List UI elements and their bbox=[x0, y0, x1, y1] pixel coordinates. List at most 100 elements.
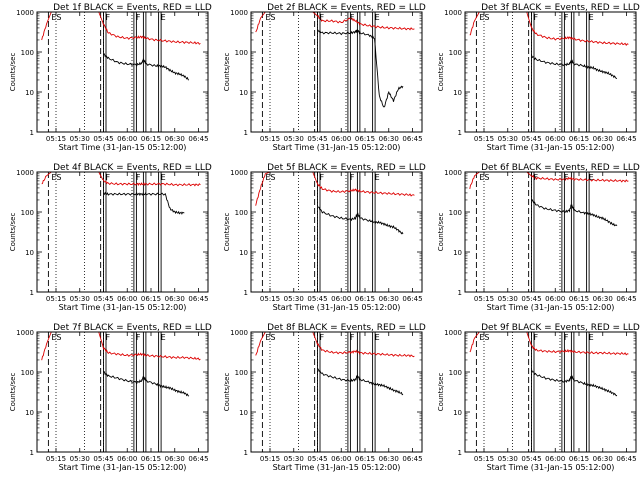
events-series-line bbox=[103, 191, 185, 215]
x-tick-label: 05:45 bbox=[93, 135, 113, 143]
y-tick-label: 10 bbox=[25, 409, 34, 417]
event-marker-label: ES bbox=[479, 173, 489, 182]
y-tick-label: 1000 bbox=[16, 9, 34, 17]
x-tick-label: 05:45 bbox=[307, 455, 327, 463]
chart-panel: Det 9f BLACK = Events, RED = LLD Counts/s… bbox=[437, 323, 640, 472]
x-tick-label: 06:30 bbox=[379, 295, 399, 303]
event-marker-label: E bbox=[589, 333, 594, 342]
y-axis-label: Counts/sec bbox=[9, 53, 17, 92]
event-marker-label: ES bbox=[51, 333, 61, 342]
event-marker-label: ES bbox=[479, 13, 489, 22]
event-marker-label: F bbox=[534, 333, 539, 342]
x-tick-label: 06:15 bbox=[569, 295, 589, 303]
x-tick-label: 06:45 bbox=[402, 295, 422, 303]
chart-title: Det 6f BLACK = Events, RED = LLD bbox=[481, 163, 640, 173]
plot-frame bbox=[464, 171, 637, 293]
event-marker-label: E bbox=[161, 173, 166, 182]
x-tick-label: 06:30 bbox=[593, 295, 613, 303]
x-axis-label: Start Time (31-Jan-15 05:12:00) bbox=[487, 463, 615, 472]
y-axis-label: Counts/sec bbox=[9, 213, 17, 252]
x-tick-label: 06:30 bbox=[165, 455, 185, 463]
lld-series-line bbox=[469, 172, 629, 189]
x-tick-label: 06:45 bbox=[402, 455, 422, 463]
y-tick-label: 10 bbox=[239, 89, 248, 97]
x-tick-label: 06:15 bbox=[141, 455, 161, 463]
chart-panel: Det 3f BLACK = Events, RED = LLD Counts/s… bbox=[437, 3, 640, 152]
x-tick-label: 05:45 bbox=[307, 295, 327, 303]
event-marker-label: E bbox=[161, 13, 166, 22]
y-axis-label: Counts/sec bbox=[9, 373, 17, 412]
x-tick-label: 05:45 bbox=[93, 295, 113, 303]
event-marker-label: F bbox=[320, 173, 325, 182]
x-tick-label: 06:30 bbox=[379, 455, 399, 463]
y-tick-label: 1000 bbox=[444, 9, 462, 17]
event-marker-label: F bbox=[136, 173, 141, 182]
y-tick-label: 1 bbox=[458, 129, 462, 137]
y-tick-label: 1 bbox=[30, 449, 34, 457]
x-tick-label: 05:15 bbox=[474, 455, 494, 463]
plot-frame bbox=[36, 171, 209, 293]
event-marker-label: E bbox=[161, 333, 166, 342]
event-marker-label: F bbox=[350, 333, 355, 342]
x-axis-label: Start Time (31-Jan-15 05:12:00) bbox=[273, 143, 401, 152]
y-tick-label: 10 bbox=[239, 409, 248, 417]
y-tick-label: 10 bbox=[239, 249, 248, 257]
x-tick-label: 05:30 bbox=[70, 135, 90, 143]
lld-series-line bbox=[255, 12, 415, 33]
chart-title: Det 2f BLACK = Events, RED = LLD bbox=[267, 3, 426, 13]
event-marker-label: ES bbox=[51, 13, 61, 22]
x-tick-label: 05:15 bbox=[474, 135, 494, 143]
plot-frame bbox=[464, 331, 637, 453]
x-tick-label: 06:15 bbox=[355, 295, 375, 303]
plot-frame bbox=[250, 171, 423, 293]
y-tick-label: 1 bbox=[30, 129, 34, 137]
events-series-line bbox=[531, 369, 618, 397]
events-series-line bbox=[317, 367, 404, 396]
x-tick-label: 05:30 bbox=[284, 135, 304, 143]
event-marker-label: F bbox=[136, 333, 141, 342]
x-tick-label: 05:15 bbox=[260, 295, 280, 303]
x-tick-label: 05:30 bbox=[498, 135, 518, 143]
x-tick-label: 06:00 bbox=[117, 295, 137, 303]
x-tick-label: 06:15 bbox=[569, 135, 589, 143]
chart-title: Det 7f BLACK = Events, RED = LLD bbox=[53, 323, 212, 333]
chart-panel: Det 7f BLACK = Events, RED = LLD Counts/s… bbox=[9, 323, 212, 472]
event-marker-label: ES bbox=[479, 333, 489, 342]
x-axis-label: Start Time (31-Jan-15 05:12:00) bbox=[59, 303, 187, 312]
chart-title: Det 4f BLACK = Events, RED = LLD bbox=[53, 163, 212, 173]
event-marker-label: F bbox=[136, 13, 141, 22]
plot-frame bbox=[464, 11, 637, 133]
y-tick-label: 1000 bbox=[16, 329, 34, 337]
x-tick-label: 05:45 bbox=[521, 295, 541, 303]
x-axis-label: Start Time (31-Jan-15 05:12:00) bbox=[273, 463, 401, 472]
x-tick-label: 06:45 bbox=[188, 135, 208, 143]
x-axis-label: Start Time (31-Jan-15 05:12:00) bbox=[487, 303, 615, 312]
event-marker-label: F bbox=[350, 173, 355, 182]
lld-series-line bbox=[255, 332, 415, 358]
event-marker-label: E bbox=[589, 173, 594, 182]
y-tick-label: 100 bbox=[449, 209, 462, 217]
y-tick-label: 1 bbox=[30, 289, 34, 297]
y-tick-label: 100 bbox=[449, 369, 462, 377]
event-marker-label: F bbox=[350, 13, 355, 22]
y-tick-label: 1 bbox=[458, 449, 462, 457]
y-tick-label: 1 bbox=[458, 289, 462, 297]
x-tick-label: 06:45 bbox=[616, 295, 636, 303]
event-marker-label: F bbox=[106, 333, 111, 342]
chart-panel: Det 8f BLACK = Events, RED = LLD Counts/s… bbox=[223, 323, 426, 472]
event-marker-label: F bbox=[534, 13, 539, 22]
lld-series-line bbox=[41, 172, 201, 187]
y-tick-label: 100 bbox=[235, 49, 248, 57]
x-tick-label: 06:15 bbox=[569, 455, 589, 463]
x-tick-label: 05:45 bbox=[307, 135, 327, 143]
y-tick-label: 1 bbox=[244, 129, 248, 137]
x-tick-label: 06:00 bbox=[331, 295, 351, 303]
y-tick-label: 10 bbox=[453, 409, 462, 417]
chart-title: Det 5f BLACK = Events, RED = LLD bbox=[267, 163, 426, 173]
x-tick-label: 06:45 bbox=[402, 135, 422, 143]
event-marker-label: ES bbox=[265, 173, 275, 182]
event-marker-label: F bbox=[534, 173, 539, 182]
x-tick-label: 06:30 bbox=[165, 295, 185, 303]
y-tick-label: 1000 bbox=[230, 169, 248, 177]
event-marker-label: F bbox=[564, 13, 569, 22]
